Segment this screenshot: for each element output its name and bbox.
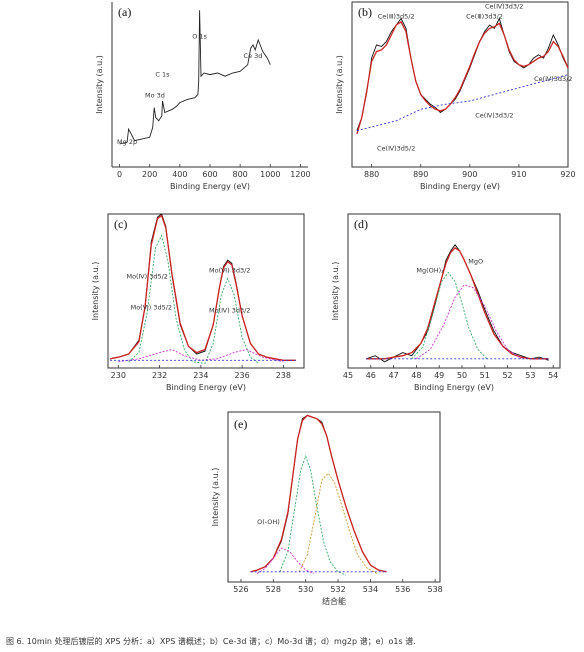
panel-label: (b): [358, 5, 372, 19]
panel-label: (c): [114, 217, 127, 231]
panel-e: 526 528 530 532 534 536 538 结合能 Intensity (a.u.)…: [211, 411, 443, 606]
peak-annotation: Ce(Ⅲ)3d5/2: [378, 13, 415, 21]
peak-annotation: Ce(Ⅳ)3d3/2: [475, 112, 513, 120]
x-tick-label: 53: [525, 371, 535, 380]
x-tick-label: 1200: [290, 170, 310, 179]
series-raw-line: [250, 414, 387, 573]
x-tick-label: 45: [343, 371, 353, 380]
x-tick-label: 51: [480, 371, 490, 380]
peak-annotation: MgO: [468, 257, 483, 265]
x-axis-label: 结合能: [322, 596, 346, 606]
panel-label: (e): [234, 417, 247, 431]
x-tick-label: 530: [298, 585, 313, 594]
peak-annotation: Mo(Ⅵ) 3d5/2: [131, 303, 172, 311]
series-component-line: [416, 284, 522, 360]
x-tick-label: 234: [193, 371, 208, 380]
x-tick-label: 232: [152, 371, 167, 380]
x-tick-label: 920: [560, 170, 575, 179]
series-fit-line: [250, 414, 387, 573]
peak-annotation: Ce(Ⅳ)3d3/2: [485, 3, 523, 11]
y-axis-label: Intensity (a.u.): [331, 262, 340, 321]
plot-frame: [227, 411, 441, 583]
peak-annotation: Mo 3d: [145, 92, 165, 100]
x-tick-label: 49: [434, 371, 444, 380]
x-tick-label: 47: [388, 371, 398, 380]
x-tick-label: 50: [457, 371, 467, 380]
x-tick-label: 534: [363, 585, 378, 594]
series-fit-line: [356, 20, 569, 135]
series-component-line: [298, 472, 378, 574]
x-axis-label: Binding Energy (eV): [166, 383, 246, 392]
peak-annotation: Ce(Ⅳ)3d3/2: [534, 75, 572, 83]
series-component-line: [411, 271, 488, 360]
peak-annotation: O(-OH): [257, 518, 280, 526]
series-component-line: [118, 349, 284, 363]
x-axis-label: Binding Energy (eV): [420, 182, 500, 191]
panel-a: 0 200 400 600 800 1000 1200 Binding Energy (eV)…: [95, 2, 311, 191]
x-tick-label: 526: [233, 585, 248, 594]
x-tick-label: 46: [366, 371, 376, 380]
x-tick-label: 1000: [260, 170, 280, 179]
x-tick-label: 538: [428, 585, 443, 594]
y-axis-label: Intensity (a.u.): [91, 262, 100, 321]
series-raw-line: [366, 244, 549, 363]
x-tick-label: 230: [111, 371, 126, 380]
x-tick-label: 532: [330, 585, 345, 594]
series-raw-line: [110, 213, 296, 361]
plot-frame: [347, 213, 561, 369]
peak-annotation: Mo(Ⅳ) 3d5/2: [126, 273, 167, 281]
peak-annotation: Mo(Ⅵ) 3d3/2: [209, 267, 250, 275]
x-axis-label: Binding Energy (eV): [170, 182, 250, 191]
panel-d: 45 46 47 48 49 50 51 52 53 54 Binding Energy (eV) I…: [331, 213, 561, 392]
peak-annotation: Mg(OH)₂: [416, 267, 444, 275]
panel-label: (a): [118, 5, 131, 19]
peak-annotation: Ce 3d: [244, 52, 263, 60]
x-tick-label: 0: [117, 170, 122, 179]
series-background-line: [356, 74, 569, 132]
x-tick-label: 880: [364, 170, 379, 179]
x-tick-label: 52: [502, 371, 512, 380]
plot-frame: [107, 213, 305, 369]
series-fit-line: [366, 247, 549, 360]
x-tick-label: 900: [462, 170, 477, 179]
series-fit-line: [109, 214, 296, 361]
panel-c: 230 232 234 236 238 Binding Energy (eV) Intens…: [91, 213, 305, 392]
x-tick-label: 200: [142, 170, 157, 179]
x-tick-label: 48: [411, 371, 421, 380]
x-tick-label: 528: [266, 585, 281, 594]
x-tick-label: 536: [395, 585, 410, 594]
x-tick-label: 54: [548, 371, 558, 380]
series-component-line: [256, 547, 314, 574]
series-component-line: [128, 234, 259, 364]
y-axis-label: Intensity (a.u.): [211, 468, 220, 527]
figure-caption: 图 6. 10min 处理后镀层的 XPS 分析：a）XPS 谱概述；b）Ce-…: [6, 637, 416, 646]
survey-spectrum-line: [119, 10, 271, 145]
peak-annotation: O 1s: [192, 32, 207, 40]
peak-annotation: Mg 2p: [117, 138, 137, 146]
peak-annotation: Ce(Ⅲ)3d3/2: [466, 13, 503, 21]
y-axis-label: Intensity (a.u.): [335, 55, 344, 114]
x-axis-label: Binding Energy (eV): [414, 383, 494, 392]
peak-annotation: Mo(Ⅳ) 3d3/2: [209, 307, 250, 315]
x-tick-label: 800: [233, 170, 248, 179]
x-tick-label: 400: [172, 170, 187, 179]
x-tick-label: 600: [202, 170, 217, 179]
peak-annotation: C 1s: [155, 70, 170, 78]
x-tick-label: 238: [276, 371, 291, 380]
x-tick-label: 910: [511, 170, 526, 179]
plot-frame: [351, 1, 569, 168]
x-tick-label: 236: [234, 371, 249, 380]
x-tick-label: 890: [413, 170, 428, 179]
panel-b: 880 890 900 910 920 Binding Energy (eV) Intens…: [335, 1, 576, 191]
y-axis-label: Intensity (a.u.): [95, 55, 104, 114]
peak-annotation: Ce(Ⅳ)3d5/2: [377, 145, 415, 153]
panel-label: (d): [354, 217, 368, 231]
series-component-line: [279, 454, 347, 576]
